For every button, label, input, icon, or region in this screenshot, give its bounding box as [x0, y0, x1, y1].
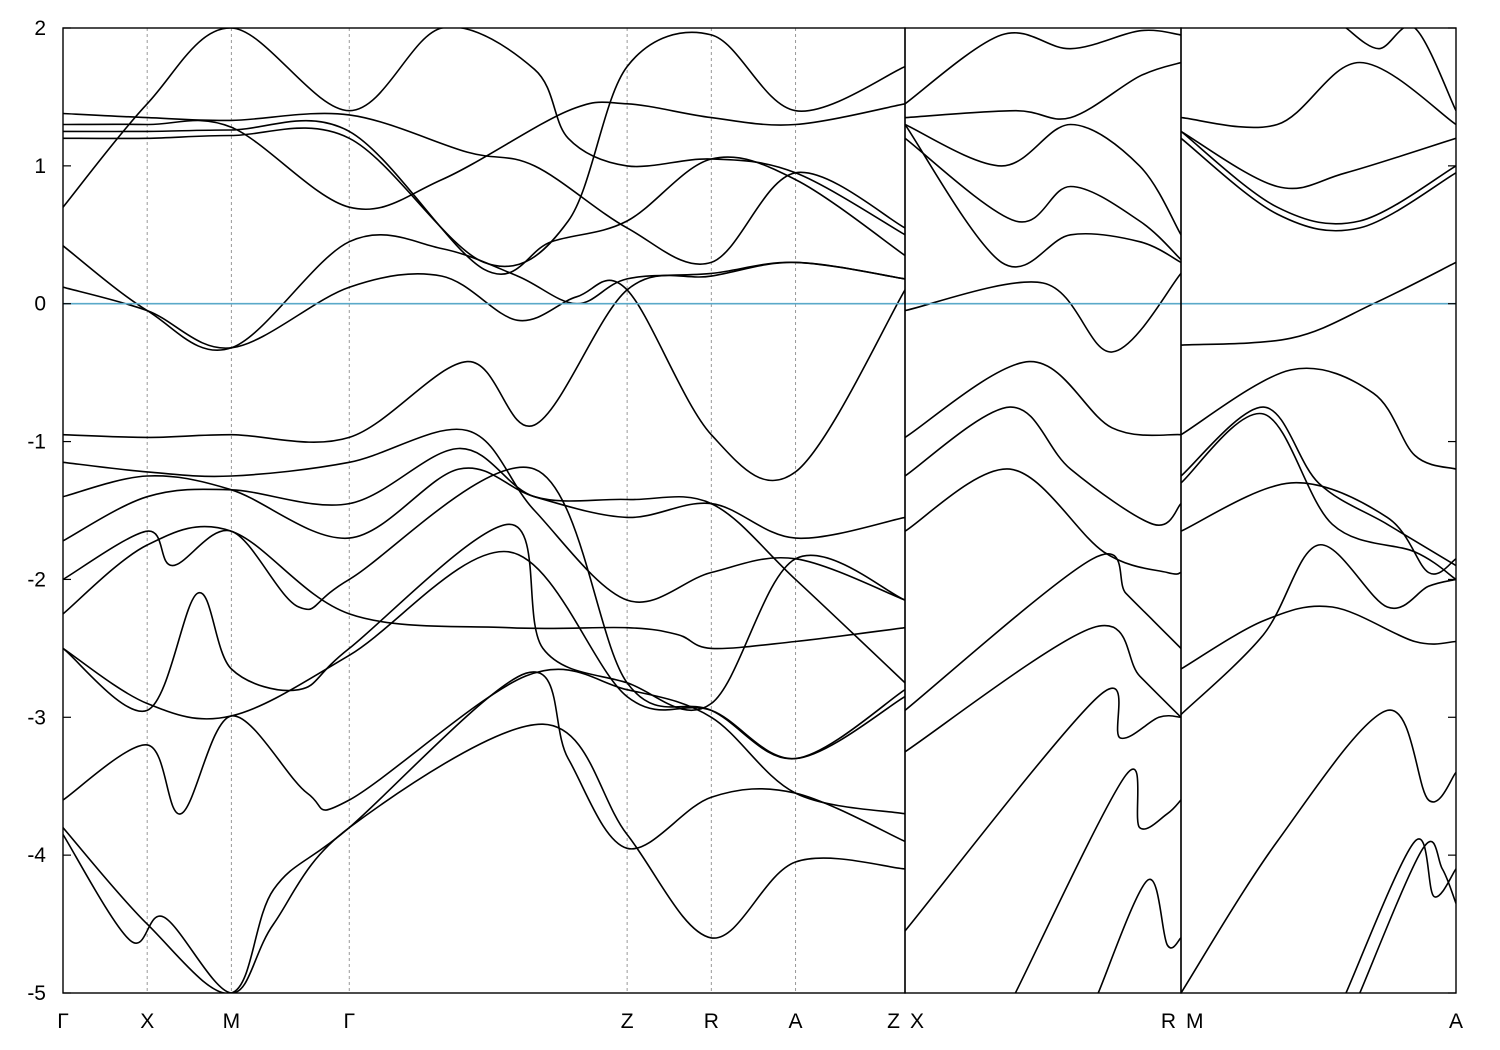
band-line-1-0 [905, 272, 1181, 353]
band-line-1-4 [905, 553, 1181, 712]
panel-frame-0 [62, 27, 906, 994]
kpoint-label-0-2: M [223, 1010, 241, 1033]
band-line-1-8 [1097, 878, 1181, 993]
band-line-2-1 [1181, 367, 1456, 470]
band-line-0-13 [63, 28, 905, 236]
kpoint-label-2-0: M [1186, 1010, 1204, 1033]
kpoint-label-0-3: Γ [343, 1010, 355, 1033]
band-line-2-11 [1181, 130, 1456, 190]
band-line-1-1 [905, 360, 1181, 439]
band-line-0-15 [63, 119, 905, 276]
kpoint-label-0-6: A [789, 1010, 803, 1033]
kpoint-label-0-5: R [704, 1010, 719, 1033]
band-line-1-12 [905, 137, 1181, 261]
band-line-1-3 [905, 468, 1181, 575]
band-line-2-5 [1181, 605, 1456, 670]
band-line-1-7 [1014, 768, 1181, 993]
kpoint-label-1-0: X [910, 1010, 924, 1033]
band-line-2-4 [1181, 482, 1456, 575]
band-line-0-16 [63, 31, 905, 268]
band-line-2-3 [1181, 412, 1456, 581]
band-line-1-2 [905, 406, 1181, 526]
panel-0-bands [63, 28, 905, 993]
kpoint-label-0-0: Γ [57, 1010, 69, 1033]
band-line-0-1 [63, 234, 905, 351]
band-line-0-9 [63, 550, 905, 760]
panel-1-bands [905, 29, 1181, 993]
kpoint-guide-lines [146, 28, 797, 993]
plot-frames [62, 27, 1457, 994]
band-line-0-2 [63, 261, 905, 443]
ytick-label-1: 1 [34, 155, 46, 178]
band-line-2-12 [1181, 130, 1456, 225]
band-line-2-9 [1359, 840, 1456, 993]
kpoint-label-1-1: R [1161, 1010, 1176, 1033]
band-line-0-8 [63, 523, 905, 713]
band-line-2-2 [1181, 406, 1456, 567]
band-line-0-5 [63, 447, 905, 684]
band-line-2-8 [1345, 838, 1456, 993]
kpoint-label-0-7: Z [887, 1010, 900, 1033]
band-line-1-11 [905, 123, 1181, 236]
band-line-2-6 [1181, 544, 1456, 716]
kpoint-label-0-4: Z [621, 1010, 634, 1033]
ytick-label-0: 2 [34, 17, 46, 40]
band-line-0-17 [63, 101, 905, 211]
panel-frame-2 [1180, 27, 1457, 994]
band-line-2-7 [1181, 709, 1456, 993]
band-line-1-13 [905, 124, 1181, 268]
band-line-1-5 [905, 624, 1181, 753]
band-line-0-12 [63, 723, 905, 993]
band-line-0-11 [63, 671, 905, 993]
band-line-2-10 [1181, 61, 1456, 129]
band-line-2-0 [1181, 261, 1456, 346]
band-line-0-7 [63, 525, 905, 650]
band-line-0-0 [63, 273, 905, 482]
ytick-label-4: -2 [27, 568, 46, 591]
ytick-label-7: -5 [27, 982, 46, 1005]
band-line-0-10 [63, 668, 905, 815]
ytick-label-3: -1 [27, 431, 46, 454]
band-line-1-10 [905, 61, 1181, 120]
ytick-label-2: 0 [34, 293, 46, 316]
band-line-1-9 [905, 29, 1181, 105]
band-lines [63, 28, 1456, 993]
kpoint-label-0-1: X [140, 1010, 154, 1033]
band-line-2-14 [1345, 28, 1456, 112]
band-line-0-3 [63, 428, 905, 603]
band-line-2-13 [1181, 137, 1456, 232]
ytick-label-5: -3 [27, 706, 46, 729]
ytick-label-6: -4 [27, 844, 46, 867]
y-axis-ticks: 2 1 0 -1 -2 -3 -4 -5 [27, 17, 1456, 1005]
band-line-1-6 [905, 687, 1181, 932]
kpoint-label-2-1: A [1449, 1010, 1463, 1033]
band-line-0-6 [63, 466, 905, 760]
band-line-0-4 [63, 467, 905, 540]
panel-2-bands [1181, 28, 1456, 993]
